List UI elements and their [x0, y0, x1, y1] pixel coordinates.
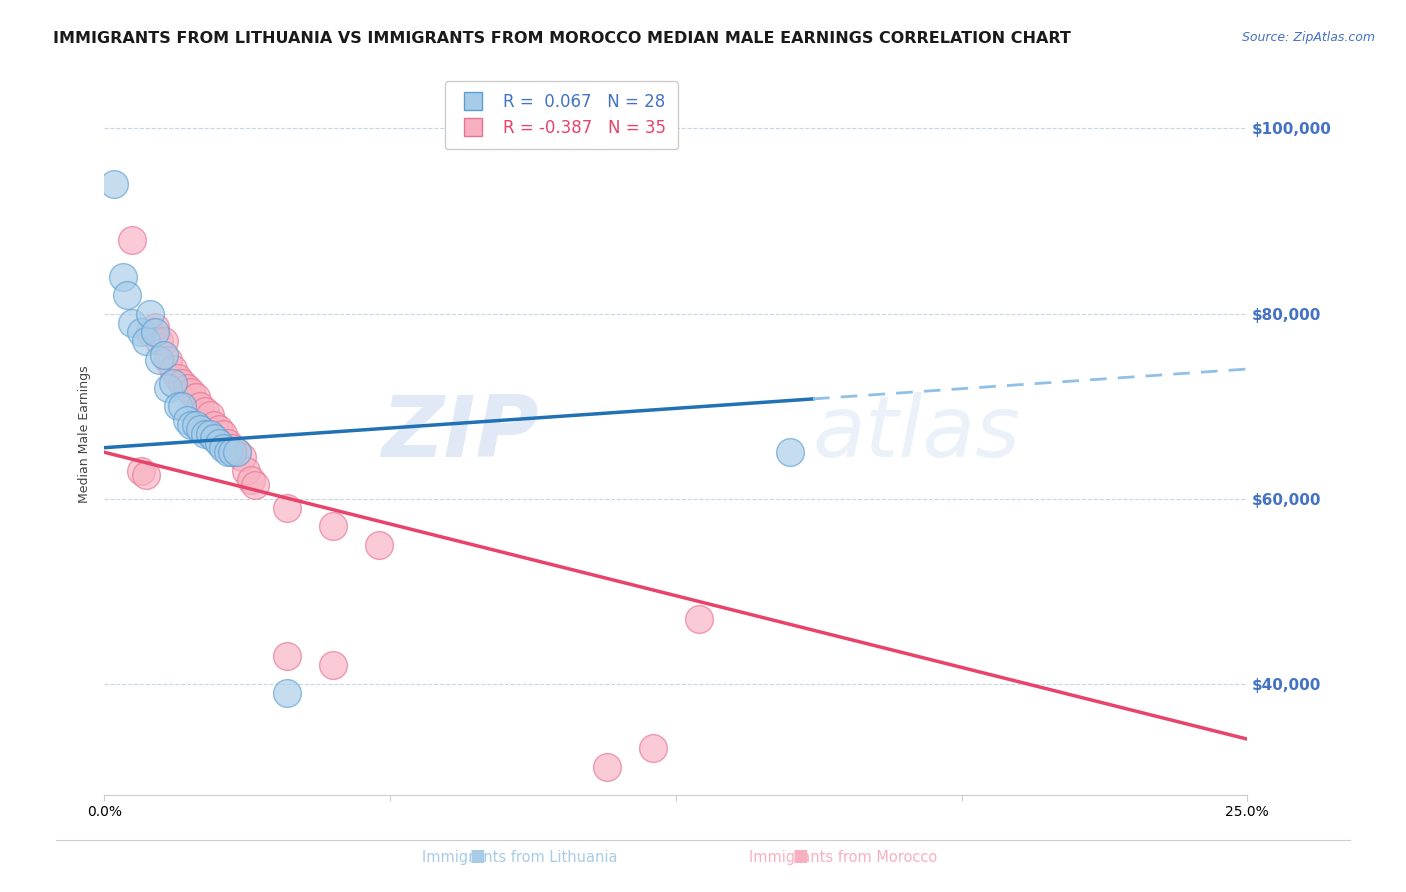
- Point: [208, 436, 231, 450]
- Text: Source: ZipAtlas.com: Source: ZipAtlas.com: [1241, 31, 1375, 45]
- Point: [276, 648, 298, 663]
- Point: [129, 464, 152, 478]
- Legend: R =  0.067   N = 28, R = -0.387   N = 35: R = 0.067 N = 28, R = -0.387 N = 35: [446, 81, 678, 149]
- Point: [135, 468, 157, 483]
- Point: [103, 177, 125, 191]
- Point: [367, 538, 389, 552]
- Point: [198, 409, 221, 423]
- Y-axis label: Median Male Earnings: Median Male Earnings: [79, 365, 91, 502]
- Point: [221, 445, 243, 459]
- Point: [245, 477, 267, 491]
- Point: [190, 399, 212, 413]
- Point: [221, 441, 243, 455]
- Point: [641, 741, 664, 756]
- Point: [231, 450, 253, 464]
- Point: [217, 445, 239, 459]
- Text: IMMIGRANTS FROM LITHUANIA VS IMMIGRANTS FROM MOROCCO MEDIAN MALE EARNINGS CORREL: IMMIGRANTS FROM LITHUANIA VS IMMIGRANTS …: [53, 31, 1071, 46]
- Point: [166, 399, 188, 413]
- Point: [208, 422, 231, 436]
- Point: [202, 417, 225, 432]
- Point: [226, 445, 249, 459]
- Point: [212, 441, 235, 455]
- Point: [176, 413, 198, 427]
- Point: [166, 371, 188, 385]
- Text: atlas: atlas: [813, 392, 1021, 475]
- Point: [162, 376, 184, 390]
- Point: [172, 376, 194, 390]
- Point: [779, 445, 801, 459]
- Point: [190, 422, 212, 436]
- Point: [162, 362, 184, 376]
- Point: [239, 473, 262, 487]
- Point: [596, 760, 619, 774]
- Text: ■: ■: [793, 847, 808, 865]
- Point: [176, 380, 198, 394]
- Point: [157, 380, 180, 394]
- Point: [180, 417, 202, 432]
- Point: [129, 325, 152, 339]
- Point: [153, 348, 176, 362]
- Point: [121, 233, 143, 247]
- Point: [202, 431, 225, 445]
- Point: [148, 352, 170, 367]
- Point: [111, 269, 134, 284]
- Point: [143, 325, 166, 339]
- Text: Immigrants from Lithuania: Immigrants from Lithuania: [422, 850, 619, 865]
- Point: [172, 399, 194, 413]
- Point: [121, 316, 143, 330]
- Point: [184, 417, 207, 432]
- Point: [235, 464, 257, 478]
- Point: [198, 426, 221, 441]
- Text: Immigrants from Morocco: Immigrants from Morocco: [749, 850, 938, 865]
- Text: ■: ■: [470, 847, 485, 865]
- Point: [688, 612, 710, 626]
- Text: ZIP: ZIP: [381, 392, 538, 475]
- Point: [139, 325, 162, 339]
- Point: [276, 500, 298, 515]
- Point: [180, 385, 202, 400]
- Point: [194, 403, 217, 417]
- Point: [143, 320, 166, 334]
- Point: [322, 519, 344, 533]
- Point: [217, 436, 239, 450]
- Point: [117, 288, 139, 302]
- Point: [148, 334, 170, 349]
- Point: [276, 686, 298, 700]
- Point: [153, 334, 176, 349]
- Point: [194, 426, 217, 441]
- Point: [226, 445, 249, 459]
- Point: [212, 426, 235, 441]
- Point: [157, 352, 180, 367]
- Point: [139, 306, 162, 320]
- Point: [322, 658, 344, 673]
- Point: [184, 390, 207, 404]
- Point: [135, 334, 157, 349]
